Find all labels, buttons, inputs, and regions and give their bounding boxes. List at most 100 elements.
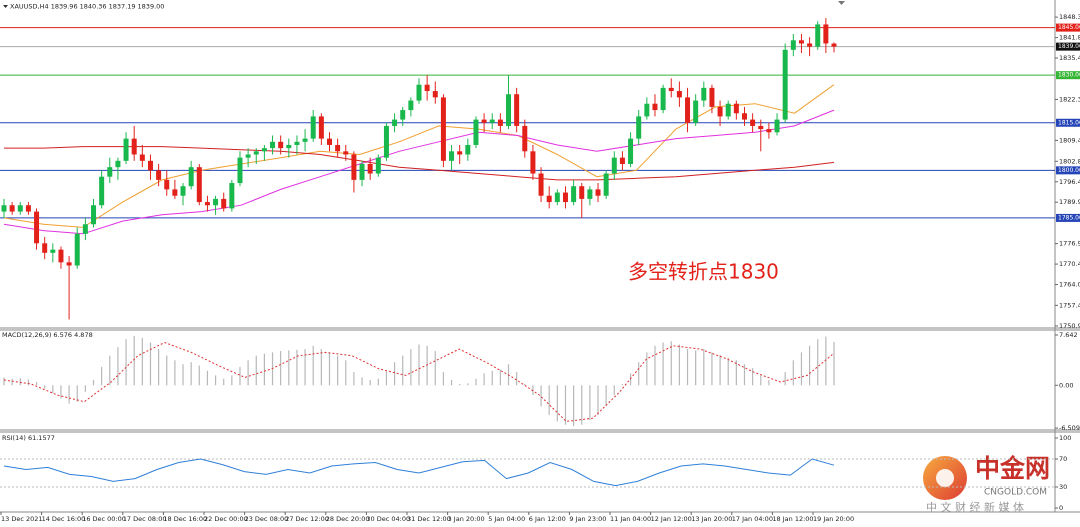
level-label: 1800.00 (1058, 167, 1080, 174)
candle-body (741, 113, 747, 120)
candle-body (554, 192, 560, 203)
candle-body (815, 24, 821, 47)
level-label: 1830.00 (1058, 72, 1080, 79)
y-tick-label: 1789.95 (1059, 198, 1080, 206)
candle-body (367, 164, 373, 174)
candle-body (237, 157, 243, 184)
macd-title: MACD(12,26,9) 6.576 4.878 (2, 331, 93, 339)
candle-body (465, 144, 471, 155)
candle-body (286, 144, 292, 149)
level-label: 1845.00 (1058, 24, 1080, 31)
candle-body (790, 40, 796, 50)
candle-body (278, 141, 284, 149)
candle-body (91, 205, 97, 225)
candle-body (628, 138, 634, 164)
candle-body (644, 103, 650, 117)
candle-body (343, 151, 349, 155)
logo-inner (936, 469, 954, 487)
candle-body (139, 154, 145, 161)
x-tick-label: 6 Jan 12:00 (529, 515, 566, 523)
level-label: 1815.00 (1058, 119, 1080, 126)
candle-body (725, 103, 731, 117)
candle-body (766, 129, 772, 133)
candle-body (131, 138, 137, 155)
candle-body (514, 94, 520, 126)
candle-body (668, 87, 674, 92)
candle-body (685, 97, 691, 123)
candle-body (270, 141, 276, 149)
candle-body (807, 43, 813, 47)
y-tick-label: 0 (1059, 504, 1063, 512)
candle-body (17, 205, 23, 212)
y-tick-label: 0.00 (1059, 381, 1073, 389)
candle-body (326, 138, 332, 145)
candle-body (82, 224, 88, 234)
candle-body (619, 157, 625, 164)
candle-body (392, 119, 398, 126)
level-label-bg (1056, 118, 1080, 127)
candle-body (188, 167, 194, 187)
candle-body (506, 94, 512, 126)
candle-body (473, 119, 479, 145)
level-label-bg (1056, 23, 1080, 32)
x-tick-label: 30 Dec 04:00 (366, 515, 410, 523)
level-label-bg (1056, 213, 1080, 222)
candle-body (180, 186, 186, 196)
candle-body (375, 157, 381, 174)
candle-body (831, 43, 837, 47)
candle-body (579, 186, 585, 199)
annotation: 多空转折点1830 (628, 260, 779, 284)
candle-body (261, 148, 267, 152)
candle-body (9, 205, 15, 212)
y-tick-label: 1770.45 (1059, 260, 1080, 268)
x-tick-label: 22 Dec 00:00 (204, 515, 248, 523)
candle-body (302, 138, 308, 142)
candle-body (245, 154, 251, 158)
candle-body (408, 100, 414, 111)
candle-body (432, 91, 438, 98)
y-tick-label: 100 (1059, 434, 1071, 442)
chart-title: XAUUSD,H4 1839.96 1840.36 1837.19 1839.0… (10, 3, 164, 11)
candle-body (717, 106, 723, 117)
candle-body (701, 87, 707, 101)
candle-body (1, 205, 7, 212)
x-tick-label: 9 Jan 23:00 (569, 515, 606, 523)
candle-body (164, 179, 170, 190)
candle-body (823, 24, 829, 44)
x-tick-label: 27 Dec 12:00 (285, 515, 329, 523)
candle-body (522, 125, 528, 152)
y-tick-label: 30 (1059, 483, 1067, 491)
candle-body (676, 91, 682, 98)
candle-body (107, 167, 113, 177)
candle-body (147, 160, 153, 171)
candle-body (424, 84, 430, 92)
candle-body (99, 176, 105, 206)
candle-body (172, 189, 178, 196)
signal-line (3, 341, 835, 422)
candle-body (782, 49, 788, 120)
candle-body (318, 116, 324, 139)
level-label-bg (1056, 42, 1080, 51)
candle-body (58, 249, 64, 263)
menu-arrow (3, 5, 8, 8)
candle-body (42, 243, 48, 253)
x-tick-label: 17 Jan 04:00 (732, 515, 773, 523)
level-label-bg (1056, 71, 1080, 80)
candle-body (571, 186, 577, 203)
watermark-name: 中金网 (975, 454, 1050, 483)
y-tick-label: 1802.85 (1059, 157, 1080, 165)
y-tick-label: 1764.00 (1059, 281, 1080, 289)
y-tick-label: 1822.35 (1059, 95, 1080, 103)
candle-body (66, 262, 72, 266)
x-tick-label: 23 Dec 08:00 (245, 515, 289, 523)
candle-body (196, 167, 202, 203)
y-tick-label: 1809.45 (1059, 136, 1080, 144)
candle-body (416, 84, 422, 101)
candle-body (530, 151, 536, 174)
candle-body (562, 192, 568, 203)
candle-body (733, 103, 739, 114)
candle-body (294, 141, 300, 145)
candle-body (611, 157, 617, 174)
rsi-title: RSI(14) 61.1577 (2, 434, 55, 442)
y-tick-label: 1848.30 (1059, 13, 1080, 21)
